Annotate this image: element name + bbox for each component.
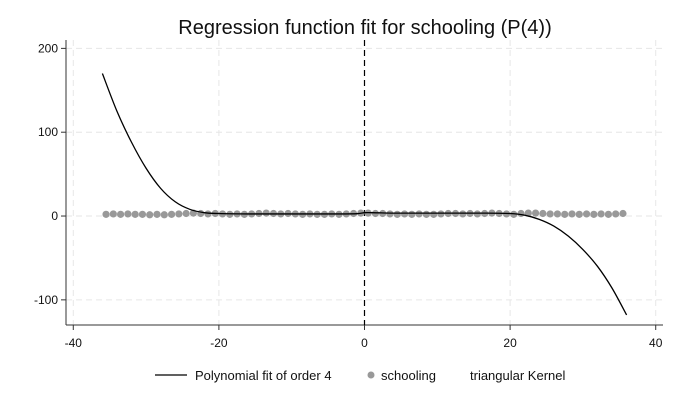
scatter-point bbox=[575, 210, 583, 218]
scatter-point bbox=[167, 210, 176, 218]
legend-item-schooling: schooling bbox=[381, 368, 436, 383]
scatter-point bbox=[131, 210, 139, 218]
scatter-point bbox=[597, 210, 605, 218]
x-tick-label: 0 bbox=[361, 336, 368, 350]
scatter-point bbox=[153, 210, 161, 218]
chart-title: Regression function fit for schooling (P… bbox=[178, 17, 552, 39]
scatter-point bbox=[459, 210, 467, 218]
scatter-point bbox=[612, 210, 620, 218]
axes-layer: -100 0 100 200 -40 -20 0 20 40 bbox=[34, 40, 663, 350]
scatter-point bbox=[568, 210, 576, 218]
x-tick-label: -40 bbox=[65, 336, 83, 350]
scatter-point bbox=[524, 209, 532, 217]
scatter-point bbox=[619, 209, 627, 218]
scatter-point bbox=[437, 210, 445, 218]
scatter-point bbox=[117, 210, 125, 218]
scatter-point bbox=[146, 211, 154, 219]
line-layer bbox=[101, 73, 628, 316]
scatter-point bbox=[531, 209, 540, 217]
scatter-point bbox=[561, 210, 569, 218]
legend-item-polynomial: Polynomial fit of order 4 bbox=[195, 368, 332, 383]
scatter-point bbox=[124, 210, 132, 218]
scatter-point bbox=[604, 210, 612, 218]
scatter-point bbox=[262, 209, 270, 217]
legend: Polynomial fit of order 4 schooling tria… bbox=[155, 368, 565, 383]
scatter-point bbox=[160, 211, 168, 219]
legend-item-kernel: triangular Kernel bbox=[470, 368, 565, 383]
legend-dot-swatch bbox=[367, 371, 375, 379]
scatter-point bbox=[204, 210, 212, 218]
x-tick-label: 40 bbox=[649, 336, 663, 350]
scatter-point bbox=[408, 210, 416, 218]
scatter-point bbox=[546, 210, 554, 218]
y-tick-label: 0 bbox=[51, 209, 58, 223]
scatter-point bbox=[553, 210, 562, 218]
scatter-point bbox=[400, 210, 409, 218]
x-tick-label: -20 bbox=[210, 336, 228, 350]
x-tick-label: 20 bbox=[503, 336, 517, 350]
scatter-point bbox=[102, 210, 110, 218]
scatter-point bbox=[430, 210, 438, 218]
scatter-point bbox=[517, 209, 525, 218]
scatter-point bbox=[422, 210, 430, 218]
y-tick-label: 100 bbox=[38, 125, 58, 139]
scatter-point bbox=[393, 210, 401, 218]
scatter-point bbox=[473, 210, 481, 218]
scatter-point bbox=[386, 210, 394, 218]
scatter-point bbox=[590, 210, 598, 218]
scatter-point bbox=[415, 210, 423, 218]
scatter-point bbox=[539, 209, 547, 218]
y-tick-label: -100 bbox=[34, 293, 58, 307]
scatter-point bbox=[138, 210, 147, 218]
y-tick-label: 200 bbox=[38, 41, 58, 55]
scatter-point bbox=[582, 210, 591, 218]
scatter-point bbox=[175, 210, 183, 218]
scatter-point bbox=[109, 210, 117, 218]
scatter-point bbox=[182, 209, 190, 218]
polynomial-fit-line bbox=[101, 73, 628, 316]
scatter-point bbox=[371, 209, 380, 218]
